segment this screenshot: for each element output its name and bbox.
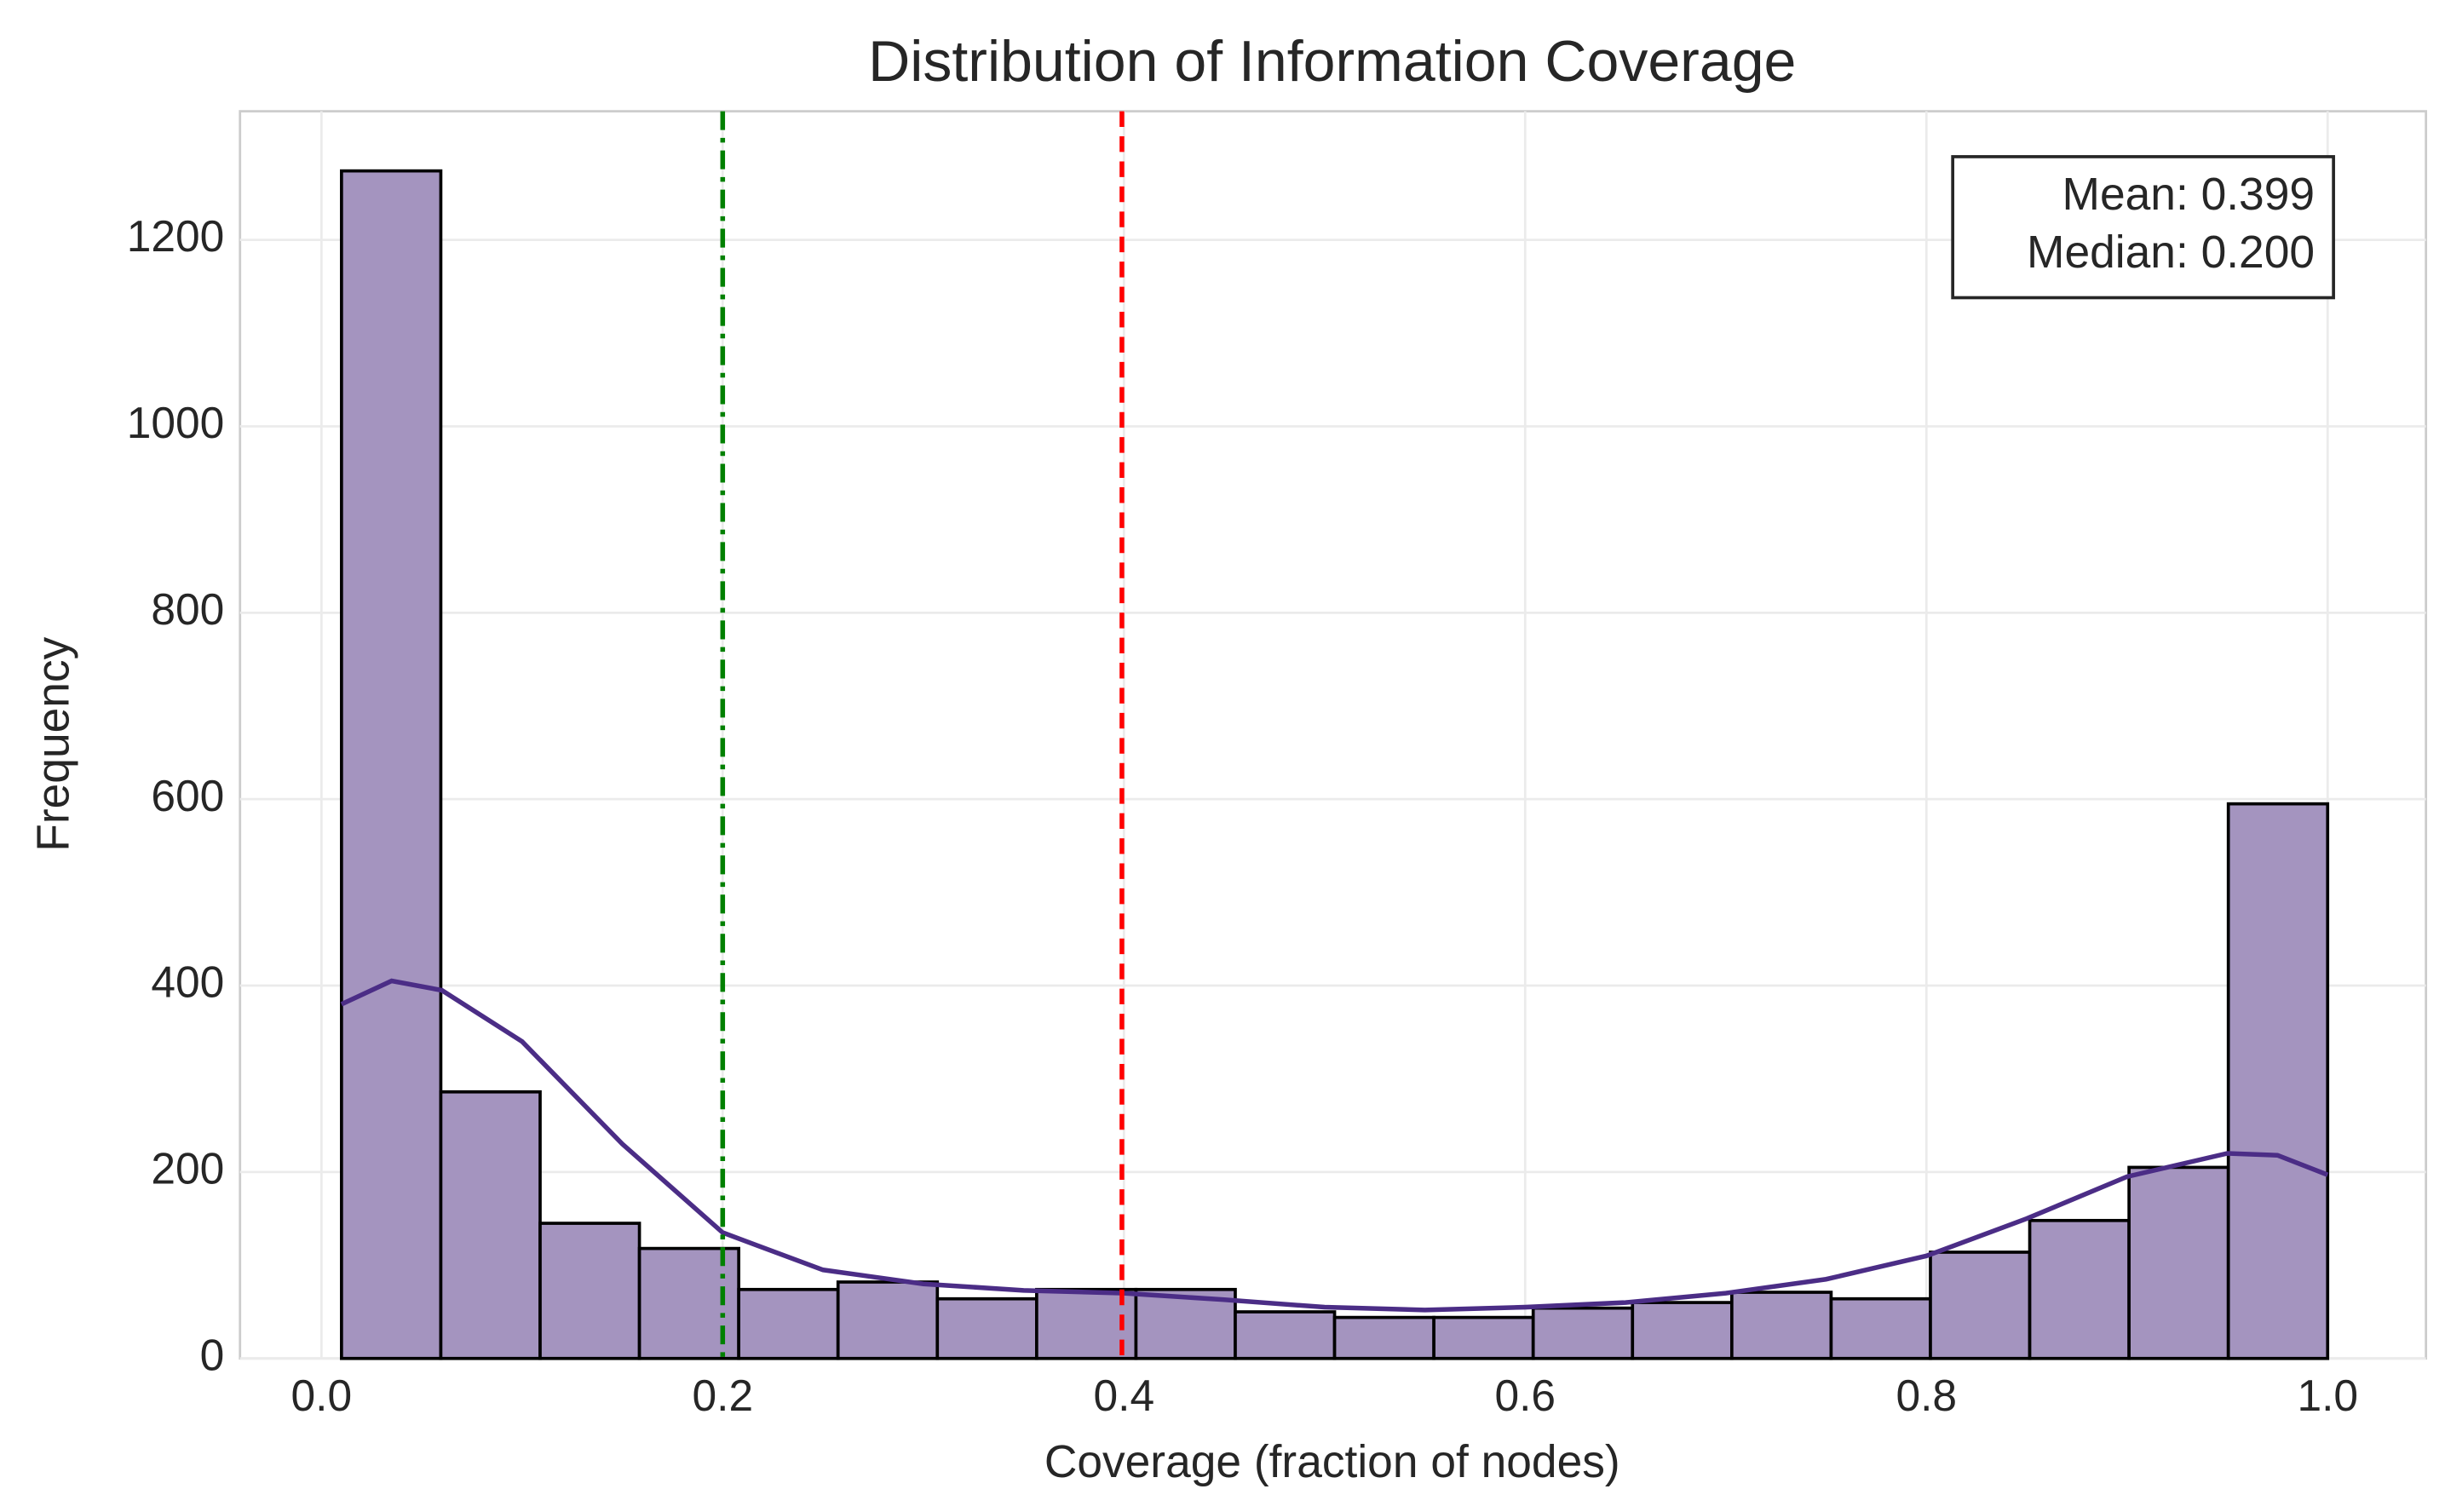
y-tick-label: 0 (200, 1330, 225, 1379)
x-tick-label: 0.0 (291, 1371, 353, 1420)
y-tick-label: 1000 (127, 398, 225, 447)
x-tick-label: 0.4 (1093, 1371, 1154, 1420)
kde-line (340, 978, 2329, 1313)
y-tick-label: 800 (151, 584, 224, 634)
bar (340, 169, 443, 1360)
bar (2226, 802, 2330, 1360)
bar (1035, 1287, 1138, 1360)
bar (2028, 1218, 2131, 1360)
bar (935, 1296, 1038, 1360)
x-tick-label: 0.6 (1494, 1371, 1556, 1420)
bar (538, 1222, 641, 1360)
bar (836, 1280, 940, 1360)
bar (1234, 1310, 1337, 1360)
legend-box (1951, 155, 2335, 300)
bar (1432, 1315, 1535, 1360)
x-axis-label: Coverage (fraction of nodes) (1044, 1437, 1620, 1487)
bar (2127, 1165, 2230, 1360)
bar (1929, 1250, 2032, 1360)
bar (439, 1089, 542, 1360)
bar (1332, 1315, 1435, 1360)
bar (1631, 1301, 1734, 1360)
x-tick-label: 0.2 (693, 1371, 754, 1420)
y-tick-label: 400 (151, 957, 224, 1007)
legend-text: Mean: 0.399 (2062, 170, 2315, 220)
plot-frame (239, 110, 2428, 1360)
bar (1531, 1306, 1635, 1360)
x-tick-label: 0.8 (1896, 1371, 1957, 1420)
y-tick-label: 200 (151, 1143, 224, 1193)
y-tick-label: 600 (151, 771, 224, 820)
y-tick-label: 1200 (127, 211, 225, 261)
bar (1829, 1296, 1932, 1360)
legend-text: Median: 0.200 (2027, 227, 2315, 278)
chart-title: Distribution of Information Coverage (868, 29, 1796, 94)
x-tick-label: 1.0 (2297, 1371, 2358, 1420)
bar (737, 1287, 840, 1360)
bar (1729, 1291, 1833, 1360)
y-axis-label: Frequency (29, 636, 79, 851)
